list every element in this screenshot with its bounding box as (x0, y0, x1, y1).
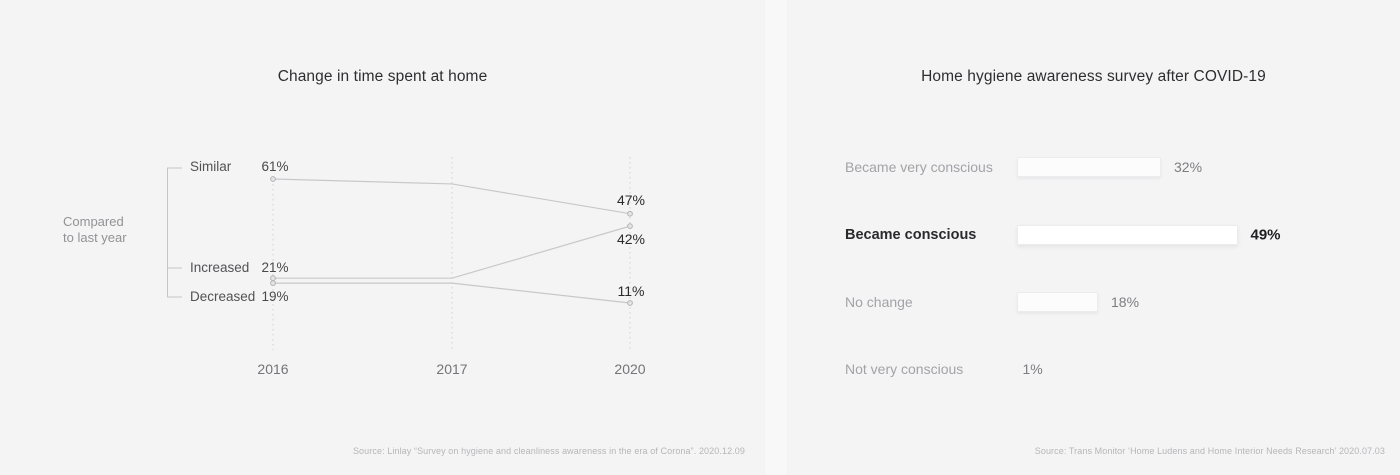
slope-line-similar (272, 178, 631, 215)
compared-to-last-year-label: Compared to last year (63, 214, 127, 246)
series-label-decreased: Decreased (190, 289, 256, 304)
slope-chart-svg (167, 157, 633, 350)
bar-row-became-very-conscious: Became very conscious 32% (787, 157, 1400, 177)
start-value-decreased: 19% (261, 289, 289, 304)
bar-value: 32% (1174, 159, 1203, 175)
end-value-decreased: 11% (617, 283, 645, 299)
end-value-similar: 47% (616, 192, 646, 208)
slope-line-decreased (273, 282, 631, 304)
bracket (167, 167, 182, 298)
year-label-2017: 2017 (436, 361, 468, 377)
bar-row-became-conscious: Became conscious 49% (787, 225, 1400, 245)
left-chart-title: Change in time spent at home (277, 68, 488, 85)
series-label-similar: Similar (190, 159, 232, 174)
bar (1017, 292, 1098, 312)
bar-row-no-change: No change 18% (787, 292, 1400, 312)
right-chart-title: Home hygiene awareness survey after COVI… (921, 68, 1266, 85)
data-point-increased-2016 (270, 275, 276, 282)
group-label-line-2: to last year (63, 230, 127, 245)
left-source: Source: Linlay “Survey on hygiene and cl… (352, 446, 745, 456)
bar-label: Became conscious (845, 227, 977, 243)
data-point-increased-2020 (627, 223, 633, 230)
bar-label: Not very conscious (845, 361, 964, 377)
data-point-decreased-2020 (627, 300, 633, 306)
slope-line-increased (273, 225, 631, 279)
bar-value: 49% (1250, 226, 1281, 244)
data-point-similar-2020 (627, 210, 633, 217)
hygiene-survey-card: Home hygiene awareness survey after COVI… (787, 0, 1400, 475)
bar-row-not-very-conscious: Not very conscious 1% (787, 359, 1400, 379)
bar (1017, 225, 1238, 245)
year-label-2020: 2020 (614, 361, 646, 377)
right-source: Source: Trans Monitor ‘Home Ludens and H… (1034, 446, 1385, 456)
data-point-similar-2016 (270, 176, 276, 182)
time-at-home-chart-card: Change in time spent at home Compared to… (63, 68, 745, 456)
bar-label: Became very conscious (845, 159, 993, 175)
bar (1017, 157, 1161, 177)
bar-label: No change (845, 294, 913, 310)
group-label-line-1: Compared (63, 214, 124, 229)
data-point-decreased-2016 (270, 280, 276, 287)
bar-value: 18% (1111, 294, 1140, 310)
start-value-similar: 61% (261, 159, 289, 174)
year-label-2016: 2016 (257, 361, 289, 377)
bar-value: 1% (1022, 361, 1043, 377)
start-value-increased: 21% (261, 260, 289, 275)
end-value-increased: 42% (616, 231, 646, 247)
series-label-increased: Increased (190, 260, 250, 275)
